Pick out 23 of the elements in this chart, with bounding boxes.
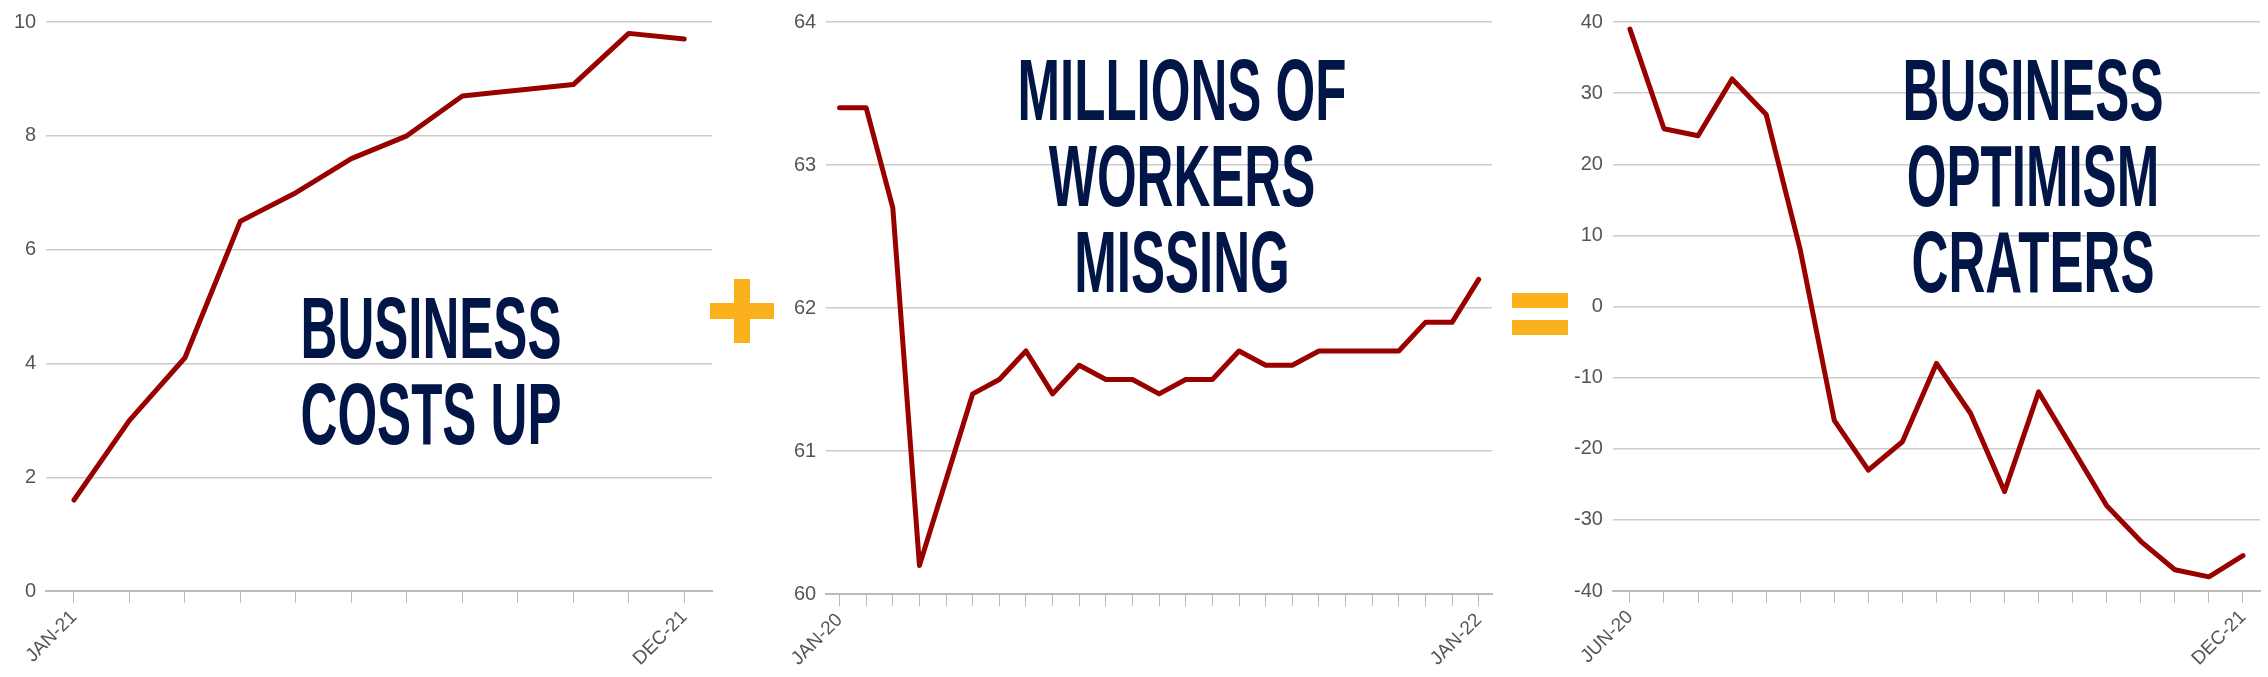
y-tick-label: 63: [794, 152, 817, 175]
y-tick-label: -10: [1574, 365, 1603, 388]
y-tick-label: -20: [1574, 436, 1603, 459]
y-tick-label: 4: [25, 350, 37, 373]
y-tick-label: 10: [1580, 222, 1603, 245]
y-tick-label: 61: [794, 438, 817, 461]
y-tick-label: -30: [1574, 507, 1603, 530]
y-tick-label: 8: [25, 123, 37, 146]
text: BUSINESS OPTIMISM CRATERS: [1902, 40, 2164, 311]
y-tick-label: 10: [14, 9, 37, 32]
y-tick-label: -40: [1574, 578, 1603, 601]
text: BUSINESS COSTS UP: [300, 278, 562, 463]
y-tick-label: 0: [25, 578, 37, 601]
y-tick-label: 20: [1580, 151, 1603, 174]
y-tick-label: 60: [794, 581, 817, 604]
y-tick-label: 30: [1580, 80, 1603, 103]
y-tick-label: 6: [25, 237, 37, 260]
y-tick-label: 64: [794, 9, 817, 32]
y-tick-label: 62: [794, 295, 817, 318]
text: MILLIONS OF WORKERS MISSING: [1017, 40, 1347, 311]
y-tick-label: 0: [1591, 294, 1603, 317]
y-tick-label: 40: [1580, 9, 1603, 32]
y-tick-label: 2: [25, 464, 37, 487]
